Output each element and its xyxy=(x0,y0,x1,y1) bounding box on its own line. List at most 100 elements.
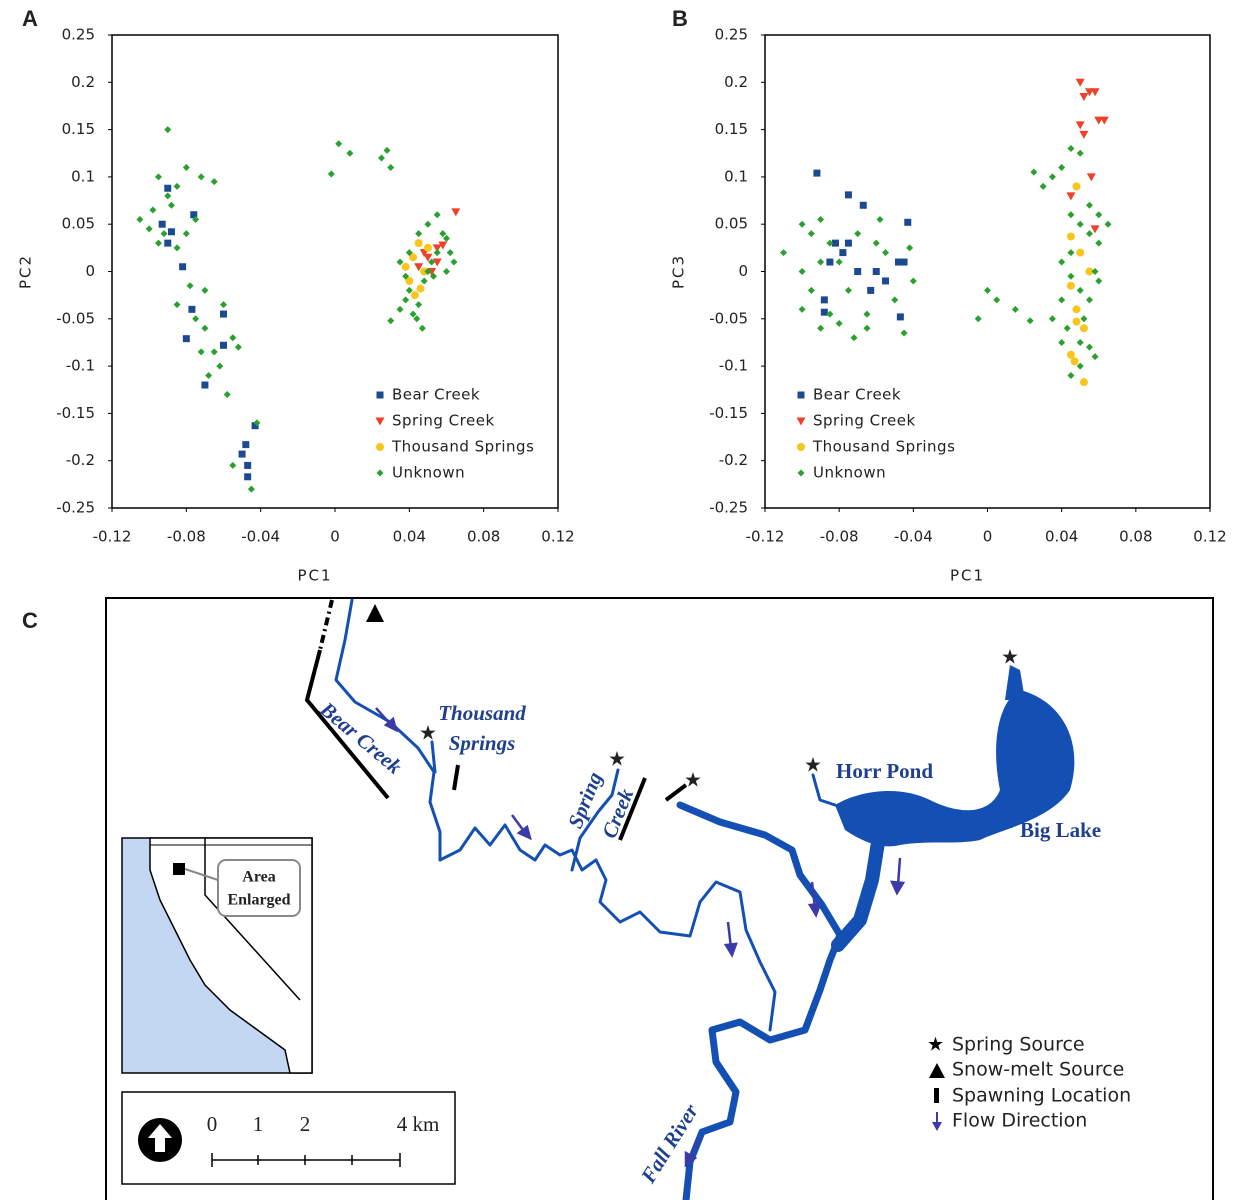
y-axis-label: PC2 xyxy=(17,254,35,289)
map-legend: ★ Spring Source Snow-melt Source Spawnin… xyxy=(927,1034,1131,1132)
point xyxy=(242,441,250,449)
point xyxy=(210,178,218,186)
point xyxy=(167,201,175,209)
point xyxy=(396,258,404,266)
point xyxy=(396,305,404,313)
y-tick-label: -0.05 xyxy=(709,309,748,327)
point xyxy=(205,372,213,380)
point xyxy=(216,362,224,370)
x-tick-label: -0.08 xyxy=(167,528,206,546)
point xyxy=(410,291,419,300)
point xyxy=(1095,239,1103,247)
y-tick-label: 0.05 xyxy=(715,215,748,233)
point xyxy=(1067,211,1075,219)
x-axis-label: PC1 xyxy=(297,567,332,585)
river xyxy=(334,598,777,1032)
legend-marker xyxy=(797,443,805,451)
point xyxy=(424,268,432,275)
x-tick-label: 0.04 xyxy=(393,528,426,546)
svg-text:★: ★ xyxy=(684,768,702,792)
river xyxy=(570,768,620,872)
inset-label: Area xyxy=(242,869,275,886)
point xyxy=(432,258,442,267)
point xyxy=(1067,272,1075,280)
point xyxy=(817,258,825,266)
legend-label: Thousand Springs xyxy=(391,438,534,456)
point xyxy=(451,208,461,217)
point xyxy=(1066,192,1076,201)
point xyxy=(1090,225,1100,234)
point xyxy=(854,268,862,275)
point xyxy=(201,381,209,389)
point xyxy=(197,173,205,181)
y-tick-label: -0.15 xyxy=(709,404,748,422)
point xyxy=(401,262,410,271)
point xyxy=(1072,182,1081,191)
x-tick-label: 0.12 xyxy=(1193,528,1226,546)
point xyxy=(798,305,806,313)
legend-label: Bear Creek xyxy=(813,386,901,404)
point xyxy=(179,263,187,271)
point xyxy=(405,286,413,294)
point xyxy=(244,461,252,469)
point xyxy=(906,244,914,252)
legend-label: Spring Creek xyxy=(392,412,495,430)
point xyxy=(854,230,862,238)
point xyxy=(201,286,209,294)
legend-label: Thousand Springs xyxy=(812,438,955,456)
point xyxy=(1058,258,1066,266)
point xyxy=(1039,182,1047,190)
y-tick-label: 0.1 xyxy=(724,167,748,185)
point xyxy=(253,419,261,427)
point xyxy=(433,249,441,257)
x-tick-label: -0.04 xyxy=(241,528,280,546)
point xyxy=(423,253,433,262)
point xyxy=(876,215,884,223)
point xyxy=(251,422,259,430)
point xyxy=(904,218,912,226)
y-tick-label: -0.05 xyxy=(56,309,95,327)
point xyxy=(188,305,196,313)
point xyxy=(1079,92,1089,101)
point xyxy=(813,169,821,177)
point xyxy=(346,149,354,157)
point xyxy=(1080,315,1088,323)
x-tick-label: 0.08 xyxy=(467,528,500,546)
legend-label: Flow Direction xyxy=(952,1110,1087,1132)
legend-label: Unknown xyxy=(392,464,465,482)
point xyxy=(1104,220,1112,228)
point xyxy=(993,296,1001,304)
point xyxy=(182,230,190,238)
point xyxy=(850,334,858,342)
scale-label: 0 xyxy=(207,1112,218,1136)
point xyxy=(780,249,788,257)
point xyxy=(387,163,395,171)
point xyxy=(1079,378,1088,387)
point xyxy=(1079,130,1089,139)
y-tick-label: 0.2 xyxy=(71,73,95,91)
point xyxy=(432,244,442,253)
point xyxy=(158,220,166,228)
point xyxy=(423,243,432,252)
point xyxy=(1066,281,1075,290)
point xyxy=(826,258,834,266)
point xyxy=(220,341,227,349)
legend-marker xyxy=(375,417,385,426)
point xyxy=(1076,362,1084,370)
y-tick-label: -0.2 xyxy=(66,451,95,469)
y-tick-label: 0.15 xyxy=(715,120,748,138)
point xyxy=(798,220,806,228)
point xyxy=(831,239,839,247)
point xyxy=(1076,220,1084,228)
map: C ★★★★★ Bear Creek xyxy=(22,597,1214,1200)
point xyxy=(405,276,414,285)
y-tick-label: 0.25 xyxy=(62,26,95,44)
point xyxy=(438,241,448,250)
point xyxy=(1048,315,1056,323)
lake xyxy=(835,690,1075,847)
point xyxy=(1058,338,1066,346)
legend-marker xyxy=(797,469,805,477)
y-tick-label: 0.2 xyxy=(724,73,748,91)
point xyxy=(446,249,454,257)
